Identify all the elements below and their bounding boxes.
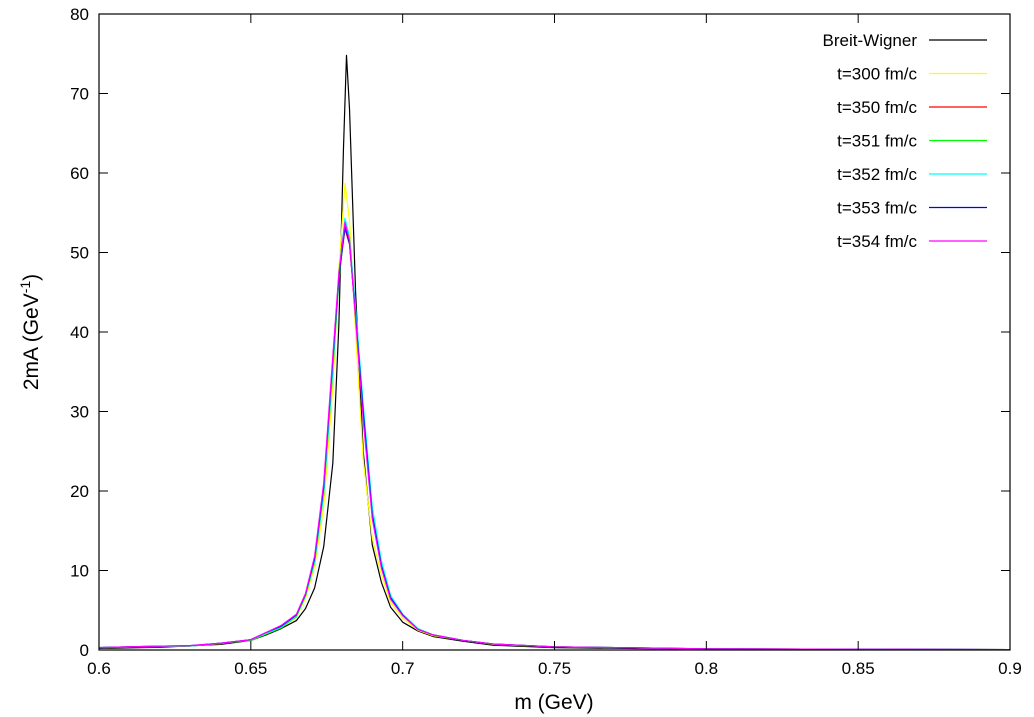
legend: Breit-Wigner t=300 fm/c t=350 fm/c t=351 fm… <box>823 31 987 251</box>
y-tick-label: 60 <box>70 164 89 183</box>
y-tick-label: 0 <box>80 641 89 660</box>
y-tick-label: 30 <box>70 403 89 422</box>
y-axis-title-base: 2mA (GeV <box>20 293 43 390</box>
x-tick-label: 0.85 <box>842 659 875 678</box>
y-axis-title-superscript: -1 <box>17 281 33 294</box>
y-tick-label: 20 <box>70 482 89 501</box>
y-tick-label: 10 <box>70 562 89 581</box>
legend-label: Breit-Wigner <box>823 31 918 50</box>
legend-label: t=354 fm/c <box>837 232 917 251</box>
x-tick-label: 0.75 <box>538 659 571 678</box>
legend-label: t=350 fm/c <box>837 98 917 117</box>
legend-label: t=351 fm/c <box>837 132 917 151</box>
x-axis-title: m (GeV) <box>514 691 593 714</box>
series-layer <box>98 54 1011 651</box>
y-tick-label: 40 <box>70 323 89 342</box>
legend-label: t=300 fm/c <box>837 65 917 84</box>
legend-label: t=352 fm/c <box>837 165 917 184</box>
x-tick-label: 0.65 <box>234 659 267 678</box>
x-tick-label: 0.9 <box>998 659 1022 678</box>
plot-frame <box>98 13 1011 651</box>
ticks-layer: 0.6 0.65 0.7 0.75 0.8 0.85 0.9 0 10 20 30 40 50 60 70 8… <box>70 5 1022 678</box>
y-tick-label: 70 <box>70 85 89 104</box>
y-tick-label: 80 <box>70 5 89 24</box>
x-tick-label: 0.8 <box>695 659 719 678</box>
y-tick-label: 50 <box>70 244 89 263</box>
series-line-6 <box>98 221 1011 651</box>
x-tick-label: 0.6 <box>87 659 111 678</box>
x-tick-label: 0.7 <box>391 659 415 678</box>
y-axis-title-close: ) <box>20 274 43 281</box>
series-line-0 <box>98 54 1011 651</box>
legend-label: t=353 fm/c <box>837 199 917 218</box>
y-axis-title: 2mA (GeV-1) <box>17 274 43 390</box>
